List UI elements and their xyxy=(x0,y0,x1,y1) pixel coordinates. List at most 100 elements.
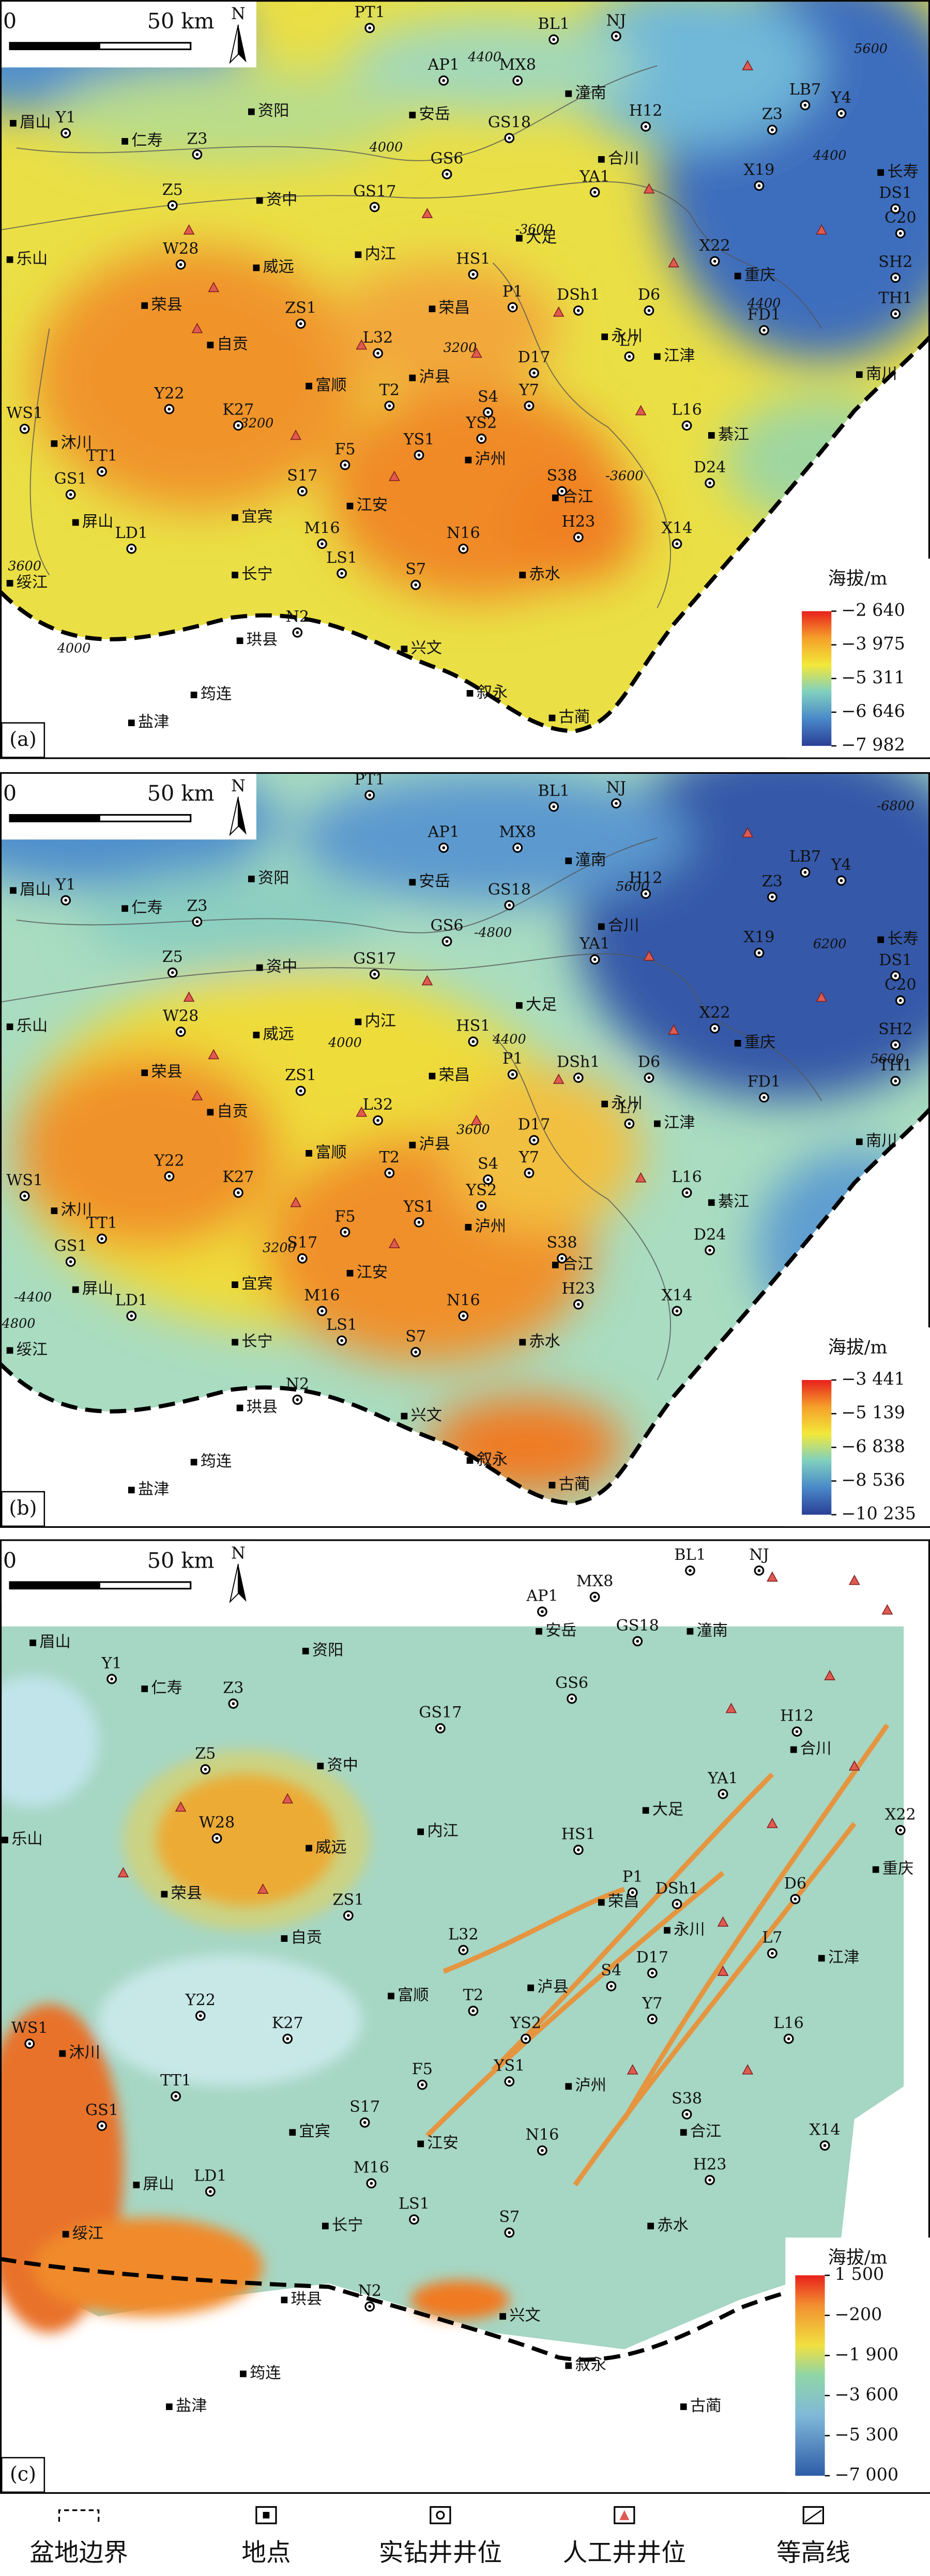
north-arrow xyxy=(229,1563,239,1604)
well-label: Y1 xyxy=(55,876,76,894)
colorbar-title: 海拔/m xyxy=(828,2247,888,2268)
well-label: LS1 xyxy=(326,1316,357,1334)
place-marker xyxy=(248,108,255,115)
well-marker-dot xyxy=(368,793,372,797)
place-marker xyxy=(281,1935,288,1942)
well-label: HS1 xyxy=(561,1825,596,1843)
place-marker xyxy=(417,2140,424,2148)
place-label: 赤水 xyxy=(657,2216,688,2234)
place-marker xyxy=(133,2182,140,2188)
place-marker xyxy=(2,1836,8,1844)
well-label: GS17 xyxy=(419,1704,462,1722)
well-label: K27 xyxy=(222,401,254,419)
panel-label-box xyxy=(1,722,45,758)
place-label: 永川 xyxy=(674,1921,705,1939)
contour-label: 3600 xyxy=(456,1122,490,1137)
artificial-well xyxy=(388,470,400,481)
colorbar-tick-label: −10 235 xyxy=(841,1504,916,1524)
well-marker-dot xyxy=(462,1314,465,1317)
well-label: Y1 xyxy=(55,109,76,127)
well-marker-dot xyxy=(803,103,807,107)
well-marker-dot xyxy=(508,903,511,907)
colorbar-tick-label: 1 500 xyxy=(835,2264,885,2284)
colorbar-tick-label: −3 441 xyxy=(841,1369,905,1389)
well-label: L32 xyxy=(448,1925,478,1943)
contour-label: -4800 xyxy=(0,1315,35,1331)
place-marker xyxy=(409,1142,416,1148)
well-marker-dot xyxy=(628,1122,631,1126)
well-label: GS18 xyxy=(488,881,531,899)
well-marker-dot xyxy=(321,1309,324,1313)
colorbar-tick-label: −7 000 xyxy=(835,2464,898,2485)
well-label: DS1 xyxy=(879,951,912,969)
well-label: Z5 xyxy=(195,1745,216,1763)
place-marker xyxy=(253,1032,260,1038)
place-label: 綦江 xyxy=(718,1193,749,1211)
place-label: 合江 xyxy=(562,488,593,506)
well-label: H12 xyxy=(629,102,663,120)
place-label: 赤水 xyxy=(529,1332,560,1351)
well-marker-dot xyxy=(237,424,240,427)
place-label: 自贡 xyxy=(217,1102,248,1121)
well-marker-dot xyxy=(787,2037,790,2041)
place-marker xyxy=(29,1639,36,1646)
well-marker-dot xyxy=(763,1096,766,1099)
well-marker-dot xyxy=(541,1610,544,1614)
place-marker xyxy=(409,879,416,886)
place-marker xyxy=(818,1955,825,1962)
well-label: BL1 xyxy=(674,1546,706,1564)
contour-label: 5600 xyxy=(871,1051,904,1066)
well-label: L32 xyxy=(363,1096,393,1114)
place-marker xyxy=(236,1404,243,1412)
well-label: L16 xyxy=(672,1168,702,1186)
place-label: 长寿 xyxy=(887,163,918,181)
well-marker-dot xyxy=(894,974,897,977)
place-marker xyxy=(872,1866,879,1873)
artificial-well xyxy=(553,1074,565,1084)
well-label: S38 xyxy=(546,467,577,485)
colorbar-tick-label: −8 536 xyxy=(841,1469,905,1490)
well-marker-dot xyxy=(23,1194,26,1198)
colorbar-title: 海拔/m xyxy=(828,1338,888,1358)
well-marker-dot xyxy=(516,846,520,850)
place-label: 泸州 xyxy=(575,2077,606,2095)
well-marker-dot xyxy=(237,1191,240,1194)
colorbar-tick-label: −7 982 xyxy=(841,734,905,755)
place-label: 潼南 xyxy=(575,851,606,869)
artificial-well xyxy=(668,257,680,268)
well-marker-dot xyxy=(532,371,536,375)
well-label: TT1 xyxy=(86,1214,117,1232)
well-label: N16 xyxy=(447,1291,480,1309)
well-label: DSh1 xyxy=(655,1879,699,1897)
well-marker-dot xyxy=(179,1030,182,1034)
well-label: YA1 xyxy=(579,167,610,186)
well-marker-dot xyxy=(486,1178,490,1182)
place-marker xyxy=(790,1746,797,1753)
place-marker xyxy=(552,494,559,501)
basin-boundary xyxy=(2,1108,928,1506)
colorbar xyxy=(795,2275,825,2476)
well-marker-dot xyxy=(894,1079,897,1083)
well-label: SH2 xyxy=(878,1020,912,1038)
place-marker xyxy=(248,876,255,882)
well-marker-dot xyxy=(417,1221,421,1224)
place-label: 大足 xyxy=(526,228,557,247)
artificial-well xyxy=(470,1114,482,1125)
well-marker-dot xyxy=(713,259,716,263)
well-marker-dot xyxy=(898,999,902,1002)
well-label: GS6 xyxy=(555,1674,588,1692)
well-marker-dot xyxy=(511,1072,514,1076)
place-marker xyxy=(401,646,408,652)
place-label: 叙永 xyxy=(575,2356,606,2374)
well-label: LB7 xyxy=(789,848,821,866)
place-marker xyxy=(548,714,556,722)
place-label: 叙永 xyxy=(477,683,508,701)
contour-label: -4800 xyxy=(474,924,512,940)
place-label: 合川 xyxy=(608,149,639,167)
place-marker xyxy=(306,1150,312,1157)
artificial-well xyxy=(635,1172,647,1183)
place-marker xyxy=(141,1685,148,1692)
artificial-well xyxy=(635,405,647,416)
place-marker xyxy=(128,719,135,726)
well-marker-dot xyxy=(179,263,182,266)
